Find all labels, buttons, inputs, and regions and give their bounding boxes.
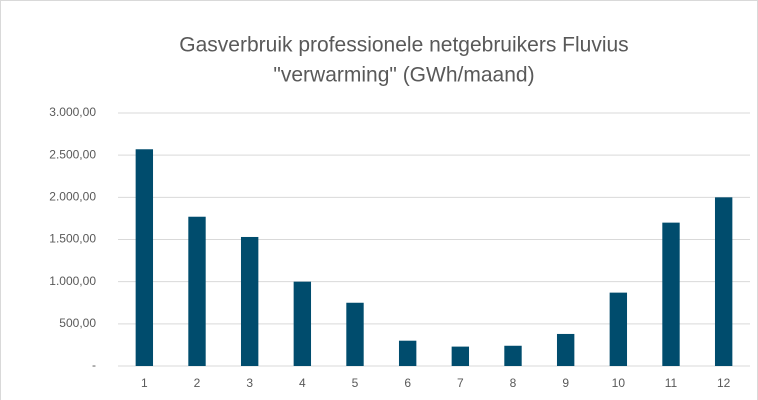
y-tick-label: 500,00 (59, 316, 96, 330)
bar (346, 302, 364, 366)
x-tick-label: 8 (510, 376, 517, 390)
y-tick-label: - (92, 358, 96, 372)
bar (662, 222, 680, 366)
bar (188, 216, 206, 366)
chart-title: "verwarming" (GWh/maand) (273, 64, 534, 87)
x-tick-label: 11 (665, 376, 678, 390)
x-tick-label: 7 (457, 376, 464, 390)
bar (609, 292, 628, 366)
x-tick-label: 6 (404, 376, 411, 390)
bar (135, 149, 154, 366)
y-tick-label: 3.000,00 (49, 105, 96, 119)
x-tick-label: 5 (352, 376, 359, 390)
bar (240, 236, 259, 366)
y-tick-label: 2.500,00 (49, 147, 96, 161)
x-tick-label: 3 (246, 376, 253, 390)
bar (451, 346, 470, 366)
y-tick-label: 2.000,00 (49, 190, 96, 204)
y-tick-label: 1.000,00 (49, 274, 96, 288)
bar (293, 281, 312, 366)
x-tick-label: 9 (562, 376, 569, 390)
x-tick-label: 12 (717, 376, 731, 390)
y-tick-label: 1.500,00 (49, 232, 96, 246)
bar (504, 345, 522, 366)
bar (714, 197, 733, 366)
x-tick-label: 2 (194, 376, 201, 390)
chart-title: Gasverbruik professionele netgebruikers … (179, 34, 628, 57)
x-tick-label: 10 (612, 376, 626, 390)
bar (556, 333, 575, 366)
bar (398, 340, 417, 366)
x-tick-label: 4 (299, 376, 306, 390)
x-tick-label: 1 (141, 376, 148, 390)
